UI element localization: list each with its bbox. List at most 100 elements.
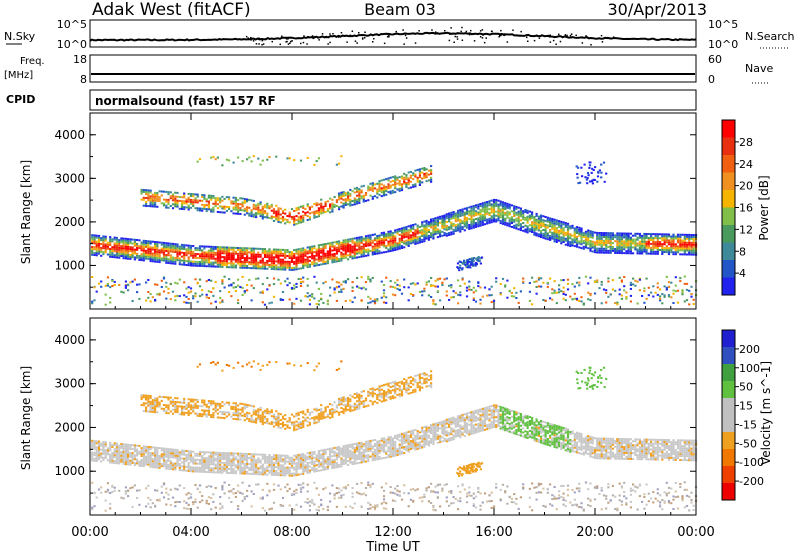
power-cell xyxy=(316,253,318,255)
power-cell xyxy=(495,203,497,205)
velocity-cell xyxy=(123,461,125,463)
power-cell xyxy=(349,193,351,195)
power-cell xyxy=(201,257,203,259)
power-cell xyxy=(282,216,284,218)
power-cell xyxy=(536,215,538,217)
power-cell xyxy=(390,232,392,234)
power-cell xyxy=(612,246,614,248)
velocity-cell xyxy=(129,456,131,458)
power-cell xyxy=(399,180,401,182)
velocity-cell xyxy=(141,451,143,453)
power-cell xyxy=(558,289,560,291)
power-cell xyxy=(282,269,284,271)
power-cell xyxy=(118,239,120,241)
power-cell xyxy=(439,216,441,218)
power-cell xyxy=(129,256,131,258)
power-cell xyxy=(174,200,176,202)
velocity-cell xyxy=(114,490,116,492)
power-cell xyxy=(430,219,432,221)
power-cell xyxy=(392,180,394,182)
velocity-cell xyxy=(190,496,192,498)
power-cell xyxy=(479,219,481,221)
power-cell xyxy=(188,199,190,201)
velocity-cell xyxy=(109,503,111,505)
power-cell xyxy=(320,199,322,201)
power-cell xyxy=(569,245,571,247)
power-cell xyxy=(154,255,156,257)
power-cell xyxy=(630,239,632,241)
velocity-cell xyxy=(201,500,203,502)
power-cell xyxy=(401,177,403,179)
power-cell xyxy=(356,239,358,241)
power-cell xyxy=(329,244,331,246)
velocity-cell xyxy=(192,411,194,413)
power-cell xyxy=(657,245,659,247)
power-cell xyxy=(536,286,538,288)
power-cell xyxy=(605,248,607,250)
power-cell xyxy=(390,280,392,282)
power-cell xyxy=(488,208,490,210)
power-cell xyxy=(515,292,517,294)
power-cell xyxy=(659,243,661,245)
velocity-cell xyxy=(145,399,147,401)
power-cell xyxy=(426,174,428,176)
power-cell xyxy=(331,259,333,261)
power-cell xyxy=(670,237,672,239)
power-cell xyxy=(313,276,315,278)
velocity-cell xyxy=(132,506,134,508)
power-cell xyxy=(273,262,275,264)
power-cell xyxy=(219,201,221,203)
velocity-cell xyxy=(132,456,134,458)
power-cell xyxy=(565,299,567,301)
power-cell xyxy=(219,254,221,256)
power-cell xyxy=(154,245,156,247)
velocity-cell xyxy=(203,463,205,465)
power-cell xyxy=(208,265,210,267)
nsky-dot xyxy=(250,39,252,41)
power-cell xyxy=(145,189,147,191)
nsky-dot xyxy=(491,31,493,33)
power-cell xyxy=(655,233,657,235)
power-cell xyxy=(354,201,356,203)
power-cell xyxy=(605,250,607,252)
power-cell xyxy=(239,247,241,249)
power-cell xyxy=(383,238,385,240)
power-cell xyxy=(428,239,430,241)
power-cell xyxy=(217,252,219,254)
power-cell xyxy=(154,202,156,204)
velocity-cell xyxy=(98,443,100,445)
power-cell xyxy=(538,235,540,237)
power-cell xyxy=(235,253,237,255)
power-cell xyxy=(210,211,212,213)
power-cell xyxy=(426,168,428,170)
power-cell xyxy=(376,249,378,251)
power-cell xyxy=(154,253,156,255)
velocity-cell xyxy=(91,482,93,484)
power-cell xyxy=(464,218,466,220)
velocity-cell xyxy=(181,413,183,415)
power-cell xyxy=(479,287,481,289)
power-cell xyxy=(369,234,371,236)
power-cell xyxy=(417,238,419,240)
power-cell xyxy=(657,294,659,296)
power-cell xyxy=(486,203,488,205)
power-cell xyxy=(109,240,111,242)
power-cell xyxy=(262,266,264,268)
power-cell xyxy=(396,242,398,244)
power-cell xyxy=(412,178,414,180)
power-cell xyxy=(235,286,237,288)
power-cell xyxy=(502,201,504,203)
power-cell xyxy=(188,201,190,203)
power-cell xyxy=(630,246,632,248)
velocity-cell xyxy=(123,449,125,451)
power-cell xyxy=(545,234,547,236)
power-cell xyxy=(583,232,585,234)
velocity-cell xyxy=(163,456,165,458)
power-cell xyxy=(167,260,169,262)
velocity-cell xyxy=(163,463,165,465)
velocity-cell xyxy=(102,445,104,447)
power-cell xyxy=(637,243,639,245)
power-cell xyxy=(120,247,122,249)
power-cell xyxy=(607,281,609,283)
power-cell xyxy=(156,192,158,194)
